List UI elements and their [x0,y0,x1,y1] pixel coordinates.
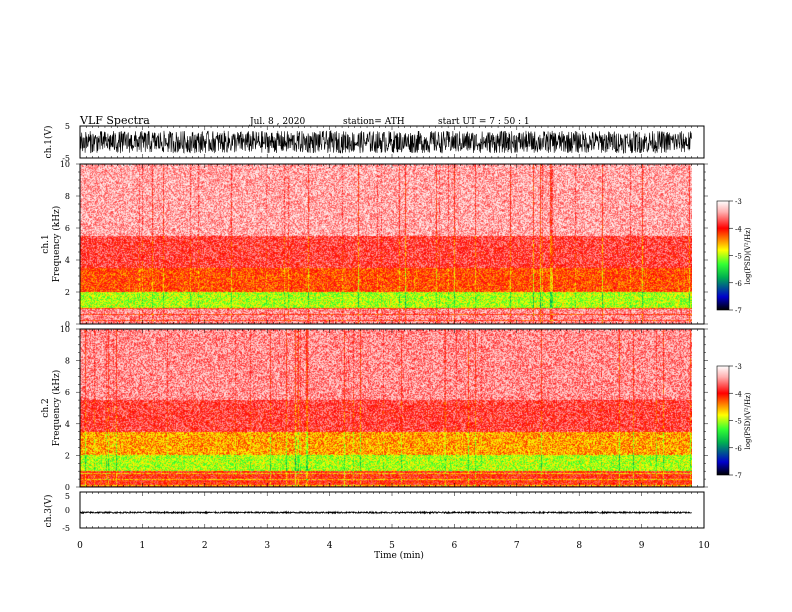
colorbar-tick-label: -7 [735,307,742,315]
y-tick-label: 4 [65,420,70,429]
y-tick-label: 8 [65,192,70,201]
ch1-colorbar-scale [717,201,729,310]
ch1-waveform-ylabel: ch.1(V) [43,126,54,159]
colorbar-tick-label: -3 [735,363,742,371]
ch2-colorbar-ticks: -3 -4 -5 -6 -7 [729,363,742,480]
ch2-spectrogram-image [80,329,692,487]
date-label: Jul. 8 , 2020 [249,117,305,127]
ch2-spectrogram-ylabel-frequency: Frequency (kHz) [51,370,62,447]
figure-title: VLF Spectra [79,114,150,127]
y-tick-label: 2 [65,451,70,460]
x-tick-label: 0 [77,541,83,551]
ch2-colorbar-scale [717,366,729,475]
ch1-spectrogram-image [80,164,692,324]
ch1-spectrogram-ylabel-channel: ch.1 [41,234,51,253]
ch1-ytick-bottom: -5 [62,154,70,163]
y-tick-label: 0 [65,320,70,329]
colorbar-tick-label: -3 [735,198,742,206]
station-label: station= ATH [343,117,405,127]
time-axis: 0 1 2 3 4 5 6 7 8 9 10 [77,126,710,551]
ch3-ytick-top: 5 [65,492,70,501]
ch1-spectrogram-panel: 0 2 4 6 8 10 ch.1 Frequency (kHz) [41,160,708,329]
ch1-ytick-top: 5 [65,122,70,131]
x-tick-label: 9 [639,541,645,551]
time-axis-label: Time (min) [374,550,424,561]
ch2-spectrogram-yticks: 0 2 4 6 8 10 [60,325,708,492]
y-tick-label: 8 [65,357,70,366]
colorbar-tick-label: -6 [735,280,742,288]
ch1-colorbar: -3 -4 -5 -6 -7 log(PSD)(V²/Hz) [716,198,752,315]
ch2-spectrogram-ylabel-channel: ch.2 [41,398,51,417]
ch1-colorbar-label: log(PSD)(V²/Hz) [744,227,752,284]
ch1-colorbar-ticks: -3 -4 -5 -6 -7 [729,198,742,315]
y-tick-label: 6 [65,388,70,397]
ch3-waveform-frame [79,491,705,529]
y-tick-label: 6 [65,224,70,233]
x-tick-label: 4 [327,541,333,551]
ch3-waveform-ylabel: ch.3(V) [43,495,54,528]
ch1-spectrogram-ylabel-frequency: Frequency (kHz) [51,206,62,283]
colorbar-tick-label: -6 [735,445,742,453]
x-tick-label: 5 [389,541,395,551]
x-tick-label: 2 [202,541,208,551]
x-tick-label: 10 [698,541,710,551]
x-tick-label: 1 [140,541,146,551]
colorbar-tick-label: -5 [735,418,742,426]
ch3-ytick-bottom: -5 [62,524,70,533]
colorbar-tick-label: -5 [735,253,742,261]
ch2-spectrogram-panel: 0 2 4 6 8 10 ch.2 Frequency (kHz) [41,325,708,492]
ch2-colorbar: -3 -4 -5 -6 -7 log(PSD)(V²/Hz) [716,363,752,480]
x-tick-label: 7 [514,541,520,551]
y-tick-label: 10 [60,325,70,334]
y-tick-label: 10 [60,160,70,169]
ch2-colorbar-label: log(PSD)(V²/Hz) [744,392,752,449]
y-tick-label: 0 [65,483,70,492]
colorbar-tick-label: -7 [735,472,742,480]
ch3-ytick-middle: 0 [65,506,70,515]
y-tick-label: 4 [65,256,70,265]
x-tick-label: 3 [264,541,270,551]
start-time-label: start UT = 7 : 50 : 1 [438,117,530,127]
x-tick-label: 6 [452,541,458,551]
ch1-waveform-trace [79,129,692,155]
x-tick-label: 8 [576,541,582,551]
y-tick-label: 2 [65,288,70,297]
colorbar-tick-label: -4 [735,225,742,233]
ch1-spectrogram-yticks: 0 2 4 6 8 10 [60,160,708,329]
colorbar-tick-label: -4 [735,390,742,398]
ch3-waveform-trace [79,510,692,515]
